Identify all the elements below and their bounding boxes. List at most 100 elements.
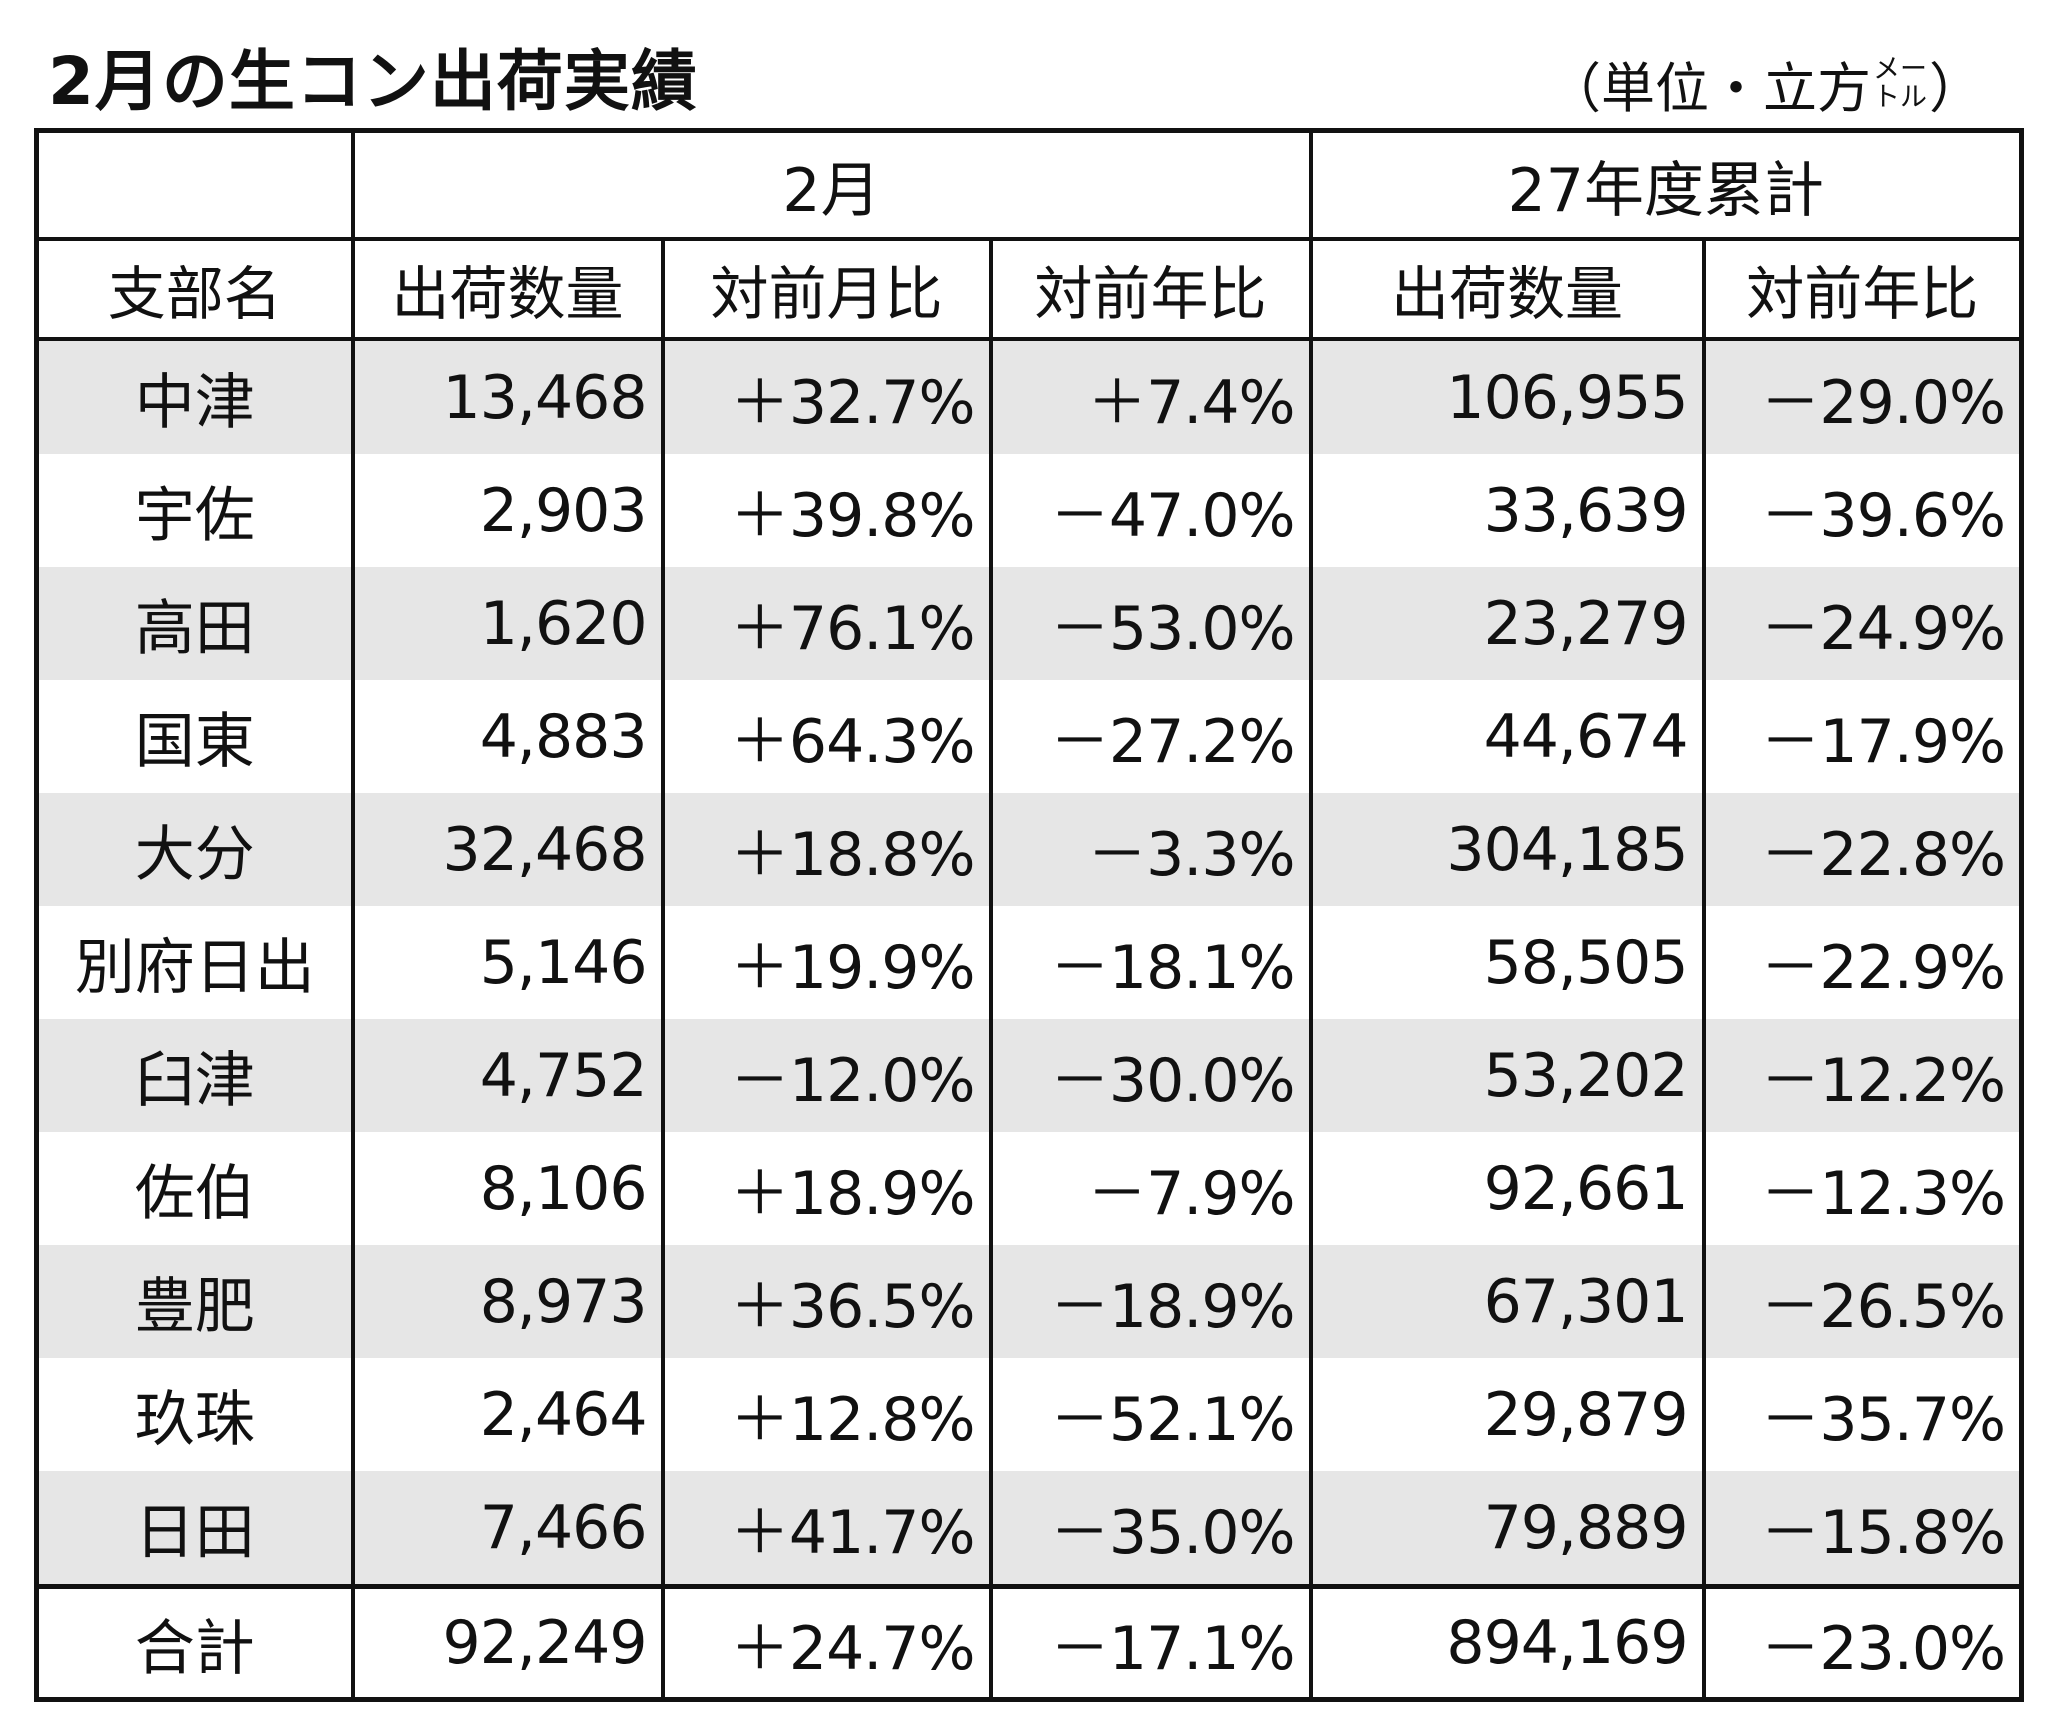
cum-yoy-ratio-cell: －26.5%	[1701, 1245, 2024, 1358]
total-mom: ＋24.7%	[660, 1584, 993, 1700]
total-cum-yoy: －23.0%	[1701, 1584, 2024, 1700]
table-row: 佐伯 8,106 ＋18.9% －7.9% 92,661 －12.3%	[34, 1132, 2024, 1245]
yoy-ratio-cell: －7.9%	[988, 1132, 1313, 1245]
mom-ratio-cell: ＋64.3%	[660, 680, 993, 793]
cum-yoy-ratio-cell: －12.2%	[1701, 1019, 2024, 1132]
yoy-ratio-cell: －18.9%	[988, 1245, 1313, 1358]
column-header-row: 支部名 出荷数量 対前月比 対前年比 出荷数量 対前年比	[34, 239, 2024, 341]
unit-note-close: ）	[1929, 57, 1983, 120]
corner-cell	[34, 130, 355, 241]
yoy-ratio-cell: －35.0%	[988, 1471, 1313, 1587]
yoy-ratio-cell: －53.0%	[988, 567, 1313, 680]
total-cum-qty: 894,169	[1308, 1584, 1706, 1700]
table-row: 豊肥 8,973 ＋36.5% －18.9% 67,301 －26.5%	[34, 1245, 2024, 1358]
cum-qty-cell: 58,505	[1308, 906, 1706, 1019]
cum-qty-cell: 92,661	[1308, 1132, 1706, 1245]
cum-qty-cell: 304,185	[1308, 793, 1706, 906]
shipment-qty-cell: 7,466	[350, 1471, 665, 1587]
total-label: 合計	[34, 1584, 355, 1700]
cum-qty-cell: 53,202	[1308, 1019, 1706, 1132]
shipment-qty-cell: 8,106	[350, 1132, 665, 1245]
cum-yoy-ratio-cell: －39.6%	[1701, 454, 2024, 567]
table-row: 臼津 4,752 －12.0% －30.0% 53,202 －12.2%	[34, 1019, 2024, 1132]
cum-qty-cell: 79,889	[1308, 1471, 1706, 1587]
mom-header: 対前月比	[660, 239, 993, 341]
total-qty: 92,249	[350, 1584, 665, 1700]
unit-meter-top: メー	[1873, 53, 1927, 85]
cum-qty-cell: 106,955	[1308, 339, 1706, 454]
yoy-ratio-cell: －52.1%	[988, 1358, 1313, 1471]
mom-ratio-cell: ＋12.8%	[660, 1358, 993, 1471]
shipment-qty-cell: 4,883	[350, 680, 665, 793]
table-row: 別府日出 5,146 ＋19.9% －18.1% 58,505 －22.9%	[34, 906, 2024, 1019]
cum-yoy-ratio-cell: －15.8%	[1701, 1471, 2024, 1587]
group-header-row: 2月 27年度累計	[34, 130, 2024, 241]
branch-name-cell: 玖珠	[34, 1358, 355, 1471]
table-row: 宇佐 2,903 ＋39.8% －47.0% 33,639 －39.6%	[34, 454, 2024, 567]
shipment-qty-header: 出荷数量	[350, 239, 665, 341]
mom-ratio-cell: ＋41.7%	[660, 1471, 993, 1587]
cum-qty-cell: 33,639	[1308, 454, 1706, 567]
shipment-qty-cell: 8,973	[350, 1245, 665, 1358]
yoy-ratio-cell: －30.0%	[988, 1019, 1313, 1132]
cum-yoy-ratio-cell: －35.7%	[1701, 1358, 2024, 1471]
branch-name-cell: 宇佐	[34, 454, 355, 567]
cum-qty-cell: 29,879	[1308, 1358, 1706, 1471]
yoy-ratio-cell: ＋7.4%	[988, 339, 1313, 454]
page-title: 2月の生コン出荷実績	[48, 43, 698, 120]
total-row: 合計 92,249 ＋24.7% －17.1% 894,169 －23.0%	[34, 1584, 2024, 1700]
table-row: 大分 32,468 ＋18.8% －3.3% 304,185 －22.8%	[34, 793, 2024, 906]
branch-name-cell: 国東	[34, 680, 355, 793]
cum-qty-cell: 23,279	[1308, 567, 1706, 680]
branch-name-cell: 高田	[34, 567, 355, 680]
yoy-ratio-cell: －27.2%	[988, 680, 1313, 793]
branch-name-cell: 大分	[34, 793, 355, 906]
shipment-qty-cell: 5,146	[350, 906, 665, 1019]
cum-yoy-ratio-cell: －22.9%	[1701, 906, 2024, 1019]
shipment-qty-cell: 1,620	[350, 567, 665, 680]
unit-note-open: （単位・立方	[1547, 57, 1871, 120]
total-yoy: －17.1%	[988, 1584, 1313, 1700]
table-row: 中津 13,468 ＋32.7% ＋7.4% 106,955 －29.0%	[34, 339, 2024, 454]
mom-ratio-cell: ＋39.8%	[660, 454, 993, 567]
mom-ratio-cell: ＋18.8%	[660, 793, 993, 906]
shipment-qty-cell: 2,464	[350, 1358, 665, 1471]
yoy-ratio-cell: －3.3%	[988, 793, 1313, 906]
cum-yoy-ratio-cell: －17.9%	[1701, 680, 2024, 793]
shipment-table: 2月 27年度累計 支部名 出荷数量 対前月比 対前年比 出荷数量 対前年比 中…	[34, 128, 2025, 1702]
table-row: 国東 4,883 ＋64.3% －27.2% 44,674 －17.9%	[34, 680, 2024, 793]
branch-name-cell: 別府日出	[34, 906, 355, 1019]
mom-ratio-cell: ＋18.9%	[660, 1132, 993, 1245]
yoy-ratio-cell: －47.0%	[988, 454, 1313, 567]
cum-yoy-ratio-cell: －29.0%	[1701, 339, 2024, 454]
branch-name-cell: 佐伯	[34, 1132, 355, 1245]
shipment-qty-cell: 4,752	[350, 1019, 665, 1132]
unit-meter: メー トル	[1873, 53, 1927, 113]
shipment-qty-cell: 32,468	[350, 793, 665, 906]
unit-note: （単位・立方 メー トル ）	[1547, 44, 1983, 123]
table-row: 高田 1,620 ＋76.1% －53.0% 23,279 －24.9%	[34, 567, 2024, 680]
yoy-header: 対前年比	[988, 239, 1313, 341]
cumulative-group-header: 27年度累計	[1308, 130, 2024, 241]
table-row: 玖珠 2,464 ＋12.8% －52.1% 29,879 －35.7%	[34, 1358, 2024, 1471]
branch-header: 支部名	[34, 239, 355, 341]
cum-qty-header: 出荷数量	[1308, 239, 1706, 341]
month-group-header: 2月	[350, 130, 1313, 241]
branch-name-cell: 豊肥	[34, 1245, 355, 1358]
cum-qty-cell: 44,674	[1308, 680, 1706, 793]
cum-yoy-header: 対前年比	[1701, 239, 2024, 341]
mom-ratio-cell: ＋32.7%	[660, 339, 993, 454]
branch-name-cell: 日田	[34, 1471, 355, 1587]
cum-yoy-ratio-cell: －12.3%	[1701, 1132, 2024, 1245]
cum-yoy-ratio-cell: －24.9%	[1701, 567, 2024, 680]
mom-ratio-cell: ＋19.9%	[660, 906, 993, 1019]
yoy-ratio-cell: －18.1%	[988, 906, 1313, 1019]
shipment-qty-cell: 2,903	[350, 454, 665, 567]
cum-qty-cell: 67,301	[1308, 1245, 1706, 1358]
branch-name-cell: 中津	[34, 339, 355, 454]
mom-ratio-cell: －12.0%	[660, 1019, 993, 1132]
mom-ratio-cell: ＋36.5%	[660, 1245, 993, 1358]
branch-name-cell: 臼津	[34, 1019, 355, 1132]
shipment-qty-cell: 13,468	[350, 339, 665, 454]
unit-meter-bottom: トル	[1873, 81, 1927, 113]
